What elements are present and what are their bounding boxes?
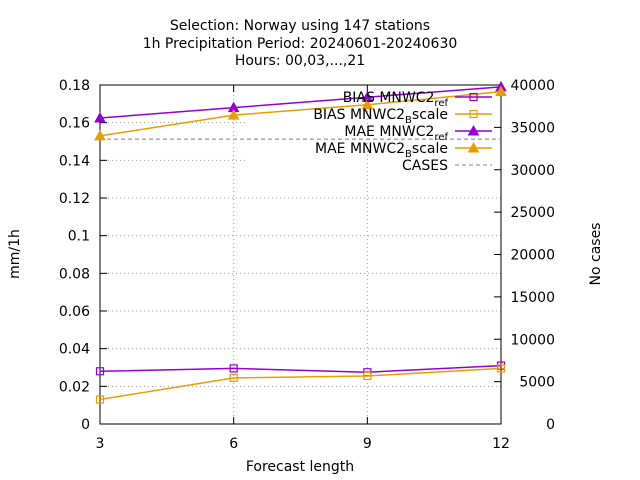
y2-tick-label: 25000 <box>510 205 555 221</box>
y-axis-label: mm/1h <box>7 229 23 279</box>
series-point-3 <box>495 85 507 97</box>
legend-label-sub: ref <box>434 98 448 109</box>
series-point-1 <box>95 395 105 404</box>
y-tick-label: 0.08 <box>59 266 90 282</box>
plot-border <box>99 84 502 425</box>
y2-tick-label: 15000 <box>510 290 555 306</box>
y2-tick-label: 20000 <box>510 248 555 264</box>
series-line-0 <box>99 364 502 373</box>
grid <box>100 85 501 424</box>
y2-tick-label: 0 <box>546 417 555 433</box>
chart-title-line-3: Hours: 00,03,...,21 <box>235 53 365 69</box>
series-line-3 <box>99 90 502 137</box>
y-tick-label: 0.12 <box>59 191 90 207</box>
y-tick-label: 0 <box>81 417 90 433</box>
series-point-2 <box>94 111 106 123</box>
y-tick-label: 0.1 <box>68 229 90 245</box>
legend-label-main: MAE MNWC2 <box>315 141 405 157</box>
legend-sample-marker <box>469 109 478 119</box>
y-tick-label: 0.02 <box>59 379 90 395</box>
series <box>94 80 507 404</box>
y2-axis-label: No cases <box>588 223 604 286</box>
y-tick-label: 0.04 <box>59 342 90 358</box>
series-line-1 <box>99 367 502 401</box>
x-tick-label: 6 <box>229 436 238 452</box>
legend-label: CASES <box>402 158 448 174</box>
series-point-1 <box>363 371 372 381</box>
series-point-3 <box>361 98 374 110</box>
y-tick-label: 0.16 <box>59 116 90 132</box>
y2-tick-label: 40000 <box>510 78 555 94</box>
legend-label-sub: B <box>405 149 412 160</box>
x-axis-label: Forecast length <box>246 459 354 475</box>
legend-label-main: BIAS MNWC2 <box>313 107 405 123</box>
legend-label-sub: ref <box>434 132 448 143</box>
series-point-1 <box>229 373 238 382</box>
y-tick-label: 0.06 <box>59 304 90 320</box>
series-point-1 <box>496 364 506 373</box>
legend-label-tail: scale <box>412 141 448 157</box>
legend-label-main: CASES <box>402 158 448 174</box>
axes: 0 0.02 0.04 0.06 0.08 0.1 0.12 0.14 0.16 0.18 0 500… <box>59 78 555 452</box>
legend-label: MAE MNWC2Bscale <box>315 141 448 160</box>
x-tick-label: 3 <box>96 436 105 452</box>
legend-label-main: BIAS MNWC2 <box>343 90 435 106</box>
legend-sample-marker <box>467 124 480 136</box>
legend-sample-marker <box>467 141 480 153</box>
y-tick-label: 0.14 <box>59 153 90 169</box>
chart-title-line-2: 1h Precipitation Period: 20240601-202406… <box>143 36 458 52</box>
series-line-2 <box>99 86 502 119</box>
series-point-0 <box>229 364 238 373</box>
x-tick-label: 9 <box>363 436 372 452</box>
legend-label-main: MAE MNWC2 <box>344 124 434 140</box>
legend-label: BIAS MNWC2Bscale <box>313 107 448 126</box>
legend-label-sub: B <box>405 115 412 126</box>
legend-label-tail: scale <box>412 107 448 123</box>
y2-tick-label: 30000 <box>510 163 555 179</box>
legend-label: BIAS MNWC2ref <box>343 90 449 109</box>
y2-tick-label: 10000 <box>510 332 555 348</box>
y2-tick-label: 35000 <box>510 120 555 136</box>
legend-sample-marker <box>469 92 478 102</box>
series-point-3 <box>227 109 240 120</box>
legend-label: MAE MNWC2ref <box>344 124 448 143</box>
y-tick-label: 0.18 <box>59 78 90 94</box>
y2-tick-label: 5000 <box>519 375 555 391</box>
chart-title-line-1: Selection: Norway using 147 stations <box>170 18 430 34</box>
series-point-3 <box>94 129 106 141</box>
series-point-0 <box>95 367 105 376</box>
x-tick-label: 12 <box>492 436 510 452</box>
